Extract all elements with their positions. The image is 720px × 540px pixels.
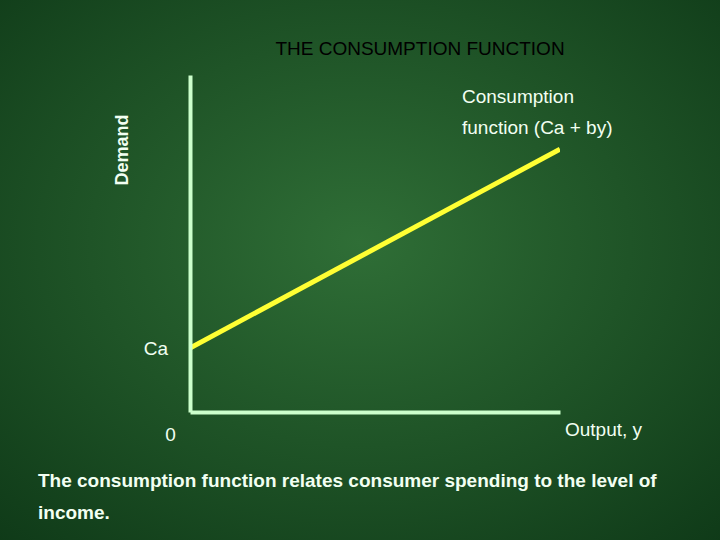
consumption-line — [190, 149, 560, 348]
caption: The consumption function relates consume… — [38, 470, 657, 523]
x-axis-title: Output, y — [565, 419, 643, 440]
x-axis: 0 — [165, 412, 560, 445]
y-axis-line — [189, 76, 193, 413]
y-axis: Ca — [144, 76, 191, 413]
x-tick: 0 — [165, 412, 190, 445]
y-axis-title: Demand — [112, 114, 132, 185]
x-axis-line — [191, 411, 561, 415]
plot-area — [190, 149, 560, 348]
chart: Ca 0 THE CONSUMPTION FUNCTION Demand Output,… — [0, 0, 720, 540]
y-tick: Ca — [144, 338, 190, 359]
title: THE CONSUMPTION FUNCTION — [275, 38, 564, 59]
series-label: Consumptionfunction (Ca + by) — [462, 86, 613, 138]
y-tick-label: Ca — [144, 338, 169, 359]
x-tick-label: 0 — [165, 424, 176, 445]
background — [0, 0, 720, 540]
